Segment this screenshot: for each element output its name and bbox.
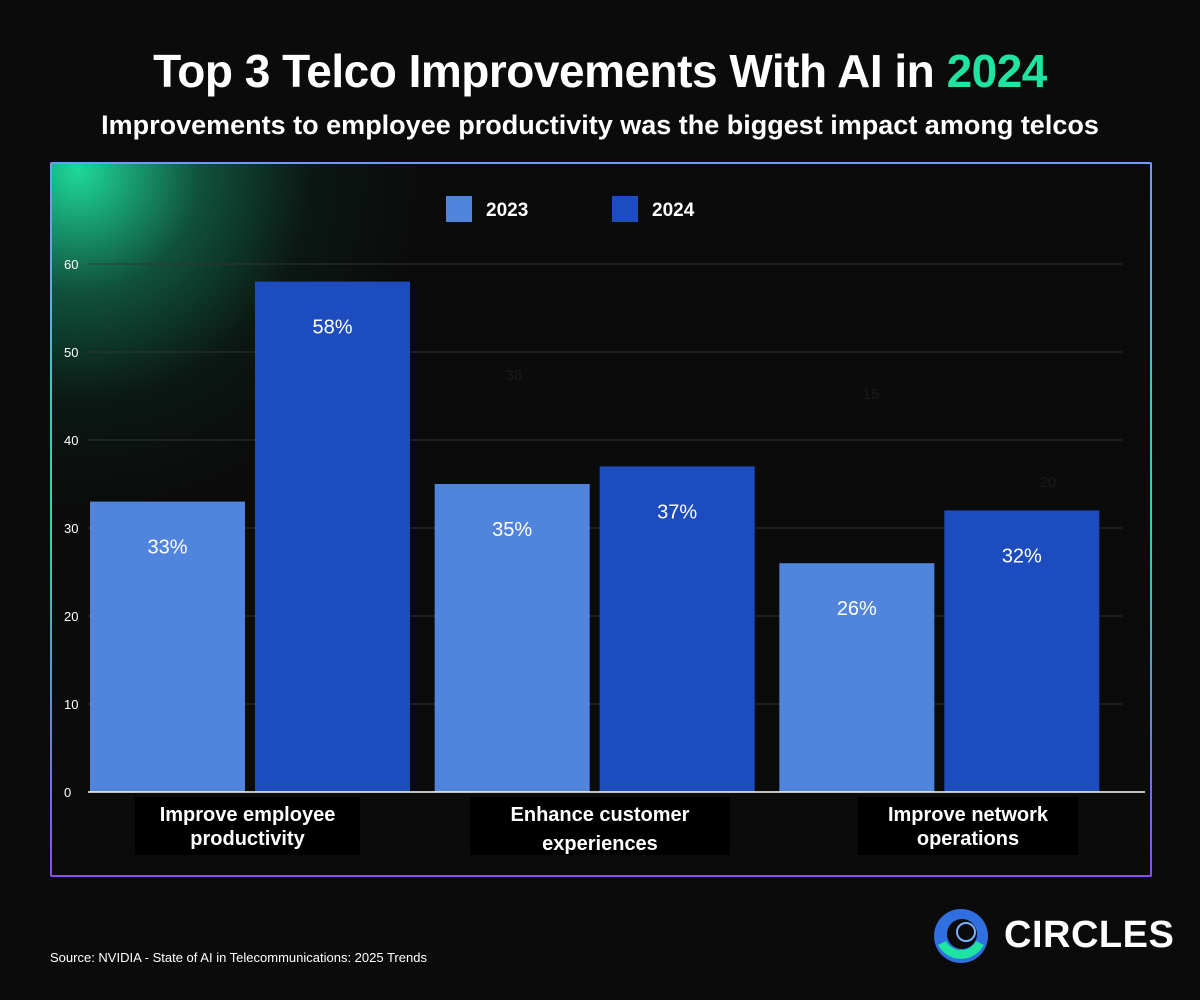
y-tick-label: 0 [64, 785, 71, 800]
bar-2024 [599, 466, 755, 792]
chart-subtitle: Improvements to employee productivity wa… [101, 110, 1099, 140]
bar-data-label: 32% [1002, 545, 1042, 567]
category-label-box-2: Improve network operations [858, 797, 1078, 855]
category-label-box-0: Improve employee productivity [135, 797, 360, 855]
category-label-line: Improve network [887, 804, 1049, 826]
category-label-line: Enhance customer [510, 804, 690, 826]
source-note: Source: NVIDIA - State of AI in Telecomm… [50, 950, 427, 965]
y-tick-label: 40 [64, 433, 78, 448]
bar-data-label: 35% [492, 519, 532, 541]
bar-data-label: 58% [312, 317, 352, 339]
bar-2024 [255, 281, 410, 792]
title-main: Top 3 Telco Improvements With AI in [153, 45, 947, 97]
bar-data-label: 37% [657, 501, 697, 523]
y-tick-label: 10 [64, 697, 78, 712]
bar-data-label: 26% [837, 598, 877, 620]
circles-logo-icon [934, 909, 988, 963]
legend-swatch-2024 [612, 196, 638, 222]
y-tick-label: 50 [64, 345, 78, 360]
bar-2023 [779, 563, 935, 792]
brand-name: CIRCLES [1004, 914, 1175, 956]
legend-swatch-2023 [446, 196, 472, 222]
stray-value-label: 38 [506, 367, 523, 384]
bar-2024 [944, 510, 1100, 792]
stray-value-label: 20 [1040, 474, 1057, 491]
legend-label: 2023 [486, 200, 528, 221]
chart-title: Top 3 Telco Improvements With AI in 2024 [0, 44, 1200, 98]
stray-value-label: 15 [863, 386, 880, 403]
y-tick-label: 30 [64, 521, 78, 536]
y-tick-label: 20 [64, 609, 78, 624]
category-label-line: operations [916, 828, 1020, 850]
bar-2023 [434, 484, 590, 792]
legend-label: 2024 [652, 200, 695, 221]
title-accent-year: 2024 [946, 45, 1048, 97]
category-label-line: experiences [542, 833, 658, 855]
bar-data-label: 33% [147, 537, 187, 559]
category-label-box-1: Enhance customer experiences [470, 797, 730, 855]
bar-2023 [90, 501, 245, 792]
y-tick-label: 60 [64, 257, 78, 272]
category-label-line: Improve employee [159, 804, 336, 826]
category-label-line: productivity [190, 828, 305, 850]
